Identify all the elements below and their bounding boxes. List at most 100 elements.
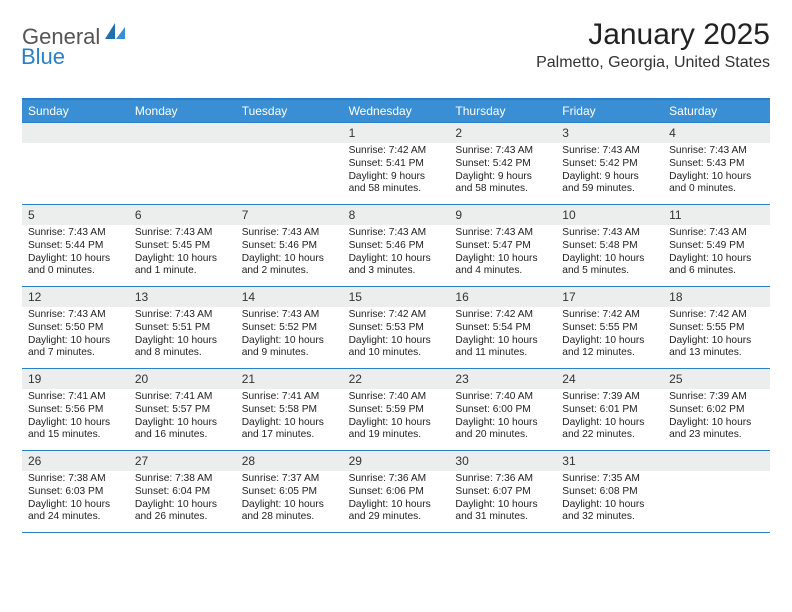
daylight-text: Daylight: 9 hours and 58 minutes. — [455, 171, 550, 197]
sunset-text: Sunset: 6:04 PM — [135, 486, 230, 499]
day-details — [663, 471, 770, 532]
sunset-text: Sunset: 6:01 PM — [562, 404, 657, 417]
sunset-text: Sunset: 5:55 PM — [562, 322, 657, 335]
sunrise-text: Sunrise: 7:43 AM — [242, 309, 337, 322]
day-number: 19 — [22, 369, 129, 389]
day-details: Sunrise: 7:37 AMSunset: 6:05 PMDaylight:… — [236, 471, 343, 532]
sunrise-text: Sunrise: 7:41 AM — [242, 391, 337, 404]
day-number: 31 — [556, 451, 663, 471]
daylight-text: Daylight: 10 hours and 10 minutes. — [349, 335, 444, 361]
day-details: Sunrise: 7:43 AMSunset: 5:46 PMDaylight:… — [236, 225, 343, 286]
week-daynum-row: 262728293031 — [22, 450, 770, 471]
day-number: 16 — [449, 287, 556, 307]
logo-text-blue: Blue — [21, 44, 65, 69]
day-number: 1 — [343, 123, 450, 143]
sunrise-text: Sunrise: 7:43 AM — [669, 145, 764, 158]
day-details: Sunrise: 7:36 AMSunset: 6:07 PMDaylight:… — [449, 471, 556, 532]
daylight-text: Daylight: 10 hours and 24 minutes. — [28, 499, 123, 525]
sunset-text: Sunset: 5:44 PM — [28, 240, 123, 253]
day-number: 22 — [343, 369, 450, 389]
day-details: Sunrise: 7:43 AMSunset: 5:43 PMDaylight:… — [663, 143, 770, 204]
day-details: Sunrise: 7:41 AMSunset: 5:57 PMDaylight:… — [129, 389, 236, 450]
day-number — [663, 451, 770, 471]
week-details-row: Sunrise: 7:42 AMSunset: 5:41 PMDaylight:… — [22, 143, 770, 204]
day-number: 24 — [556, 369, 663, 389]
daylight-text: Daylight: 10 hours and 8 minutes. — [135, 335, 230, 361]
week-details-row: Sunrise: 7:38 AMSunset: 6:03 PMDaylight:… — [22, 471, 770, 533]
day-number: 5 — [22, 205, 129, 225]
day-header-sat: Saturday — [663, 100, 770, 122]
day-header-wed: Wednesday — [343, 100, 450, 122]
daylight-text: Daylight: 10 hours and 5 minutes. — [562, 253, 657, 279]
header: General January 2025 Palmetto, Georgia, … — [22, 18, 770, 72]
sunrise-text: Sunrise: 7:43 AM — [28, 227, 123, 240]
day-details: Sunrise: 7:43 AMSunset: 5:46 PMDaylight:… — [343, 225, 450, 286]
sunset-text: Sunset: 5:52 PM — [242, 322, 337, 335]
sunrise-text: Sunrise: 7:37 AM — [242, 473, 337, 486]
week-daynum-row: 567891011 — [22, 204, 770, 225]
daylight-text: Daylight: 10 hours and 12 minutes. — [562, 335, 657, 361]
sunset-text: Sunset: 6:02 PM — [669, 404, 764, 417]
sunset-text: Sunset: 6:00 PM — [455, 404, 550, 417]
day-details: Sunrise: 7:42 AMSunset: 5:53 PMDaylight:… — [343, 307, 450, 368]
day-number — [236, 123, 343, 143]
day-number: 20 — [129, 369, 236, 389]
daylight-text: Daylight: 10 hours and 29 minutes. — [349, 499, 444, 525]
sunrise-text: Sunrise: 7:42 AM — [349, 309, 444, 322]
sunrise-text: Sunrise: 7:43 AM — [135, 227, 230, 240]
day-number: 30 — [449, 451, 556, 471]
daylight-text: Daylight: 10 hours and 31 minutes. — [455, 499, 550, 525]
day-number: 11 — [663, 205, 770, 225]
title-block: January 2025 Palmetto, Georgia, United S… — [536, 18, 770, 72]
sunset-text: Sunset: 5:46 PM — [349, 240, 444, 253]
day-number: 6 — [129, 205, 236, 225]
day-details: Sunrise: 7:36 AMSunset: 6:06 PMDaylight:… — [343, 471, 450, 532]
daylight-text: Daylight: 10 hours and 6 minutes. — [669, 253, 764, 279]
sunset-text: Sunset: 5:57 PM — [135, 404, 230, 417]
day-header-fri: Friday — [556, 100, 663, 122]
day-number — [129, 123, 236, 143]
day-details — [22, 143, 129, 204]
sunset-text: Sunset: 6:03 PM — [28, 486, 123, 499]
day-details: Sunrise: 7:39 AMSunset: 6:01 PMDaylight:… — [556, 389, 663, 450]
day-details: Sunrise: 7:42 AMSunset: 5:54 PMDaylight:… — [449, 307, 556, 368]
day-number: 29 — [343, 451, 450, 471]
day-details: Sunrise: 7:42 AMSunset: 5:55 PMDaylight:… — [556, 307, 663, 368]
month-title: January 2025 — [536, 18, 770, 52]
sunrise-text: Sunrise: 7:42 AM — [349, 145, 444, 158]
sunrise-text: Sunrise: 7:40 AM — [349, 391, 444, 404]
sunrise-text: Sunrise: 7:42 AM — [562, 309, 657, 322]
day-number: 18 — [663, 287, 770, 307]
day-number: 28 — [236, 451, 343, 471]
daylight-text: Daylight: 10 hours and 2 minutes. — [242, 253, 337, 279]
daylight-text: Daylight: 10 hours and 4 minutes. — [455, 253, 550, 279]
sunset-text: Sunset: 6:08 PM — [562, 486, 657, 499]
week-details-row: Sunrise: 7:43 AMSunset: 5:50 PMDaylight:… — [22, 307, 770, 368]
daylight-text: Daylight: 10 hours and 3 minutes. — [349, 253, 444, 279]
day-details: Sunrise: 7:39 AMSunset: 6:02 PMDaylight:… — [663, 389, 770, 450]
sunrise-text: Sunrise: 7:39 AM — [562, 391, 657, 404]
day-number: 7 — [236, 205, 343, 225]
daylight-text: Daylight: 10 hours and 28 minutes. — [242, 499, 337, 525]
daylight-text: Daylight: 10 hours and 26 minutes. — [135, 499, 230, 525]
sunrise-text: Sunrise: 7:43 AM — [562, 227, 657, 240]
daylight-text: Daylight: 10 hours and 11 minutes. — [455, 335, 550, 361]
sunset-text: Sunset: 5:47 PM — [455, 240, 550, 253]
sunrise-text: Sunrise: 7:43 AM — [455, 227, 550, 240]
day-number: 23 — [449, 369, 556, 389]
sunset-text: Sunset: 5:51 PM — [135, 322, 230, 335]
sunrise-text: Sunrise: 7:43 AM — [242, 227, 337, 240]
sunset-text: Sunset: 5:54 PM — [455, 322, 550, 335]
day-details: Sunrise: 7:43 AMSunset: 5:51 PMDaylight:… — [129, 307, 236, 368]
week-details-row: Sunrise: 7:43 AMSunset: 5:44 PMDaylight:… — [22, 225, 770, 286]
sunset-text: Sunset: 5:49 PM — [669, 240, 764, 253]
daylight-text: Daylight: 10 hours and 19 minutes. — [349, 417, 444, 443]
sunset-text: Sunset: 5:55 PM — [669, 322, 764, 335]
sunset-text: Sunset: 6:07 PM — [455, 486, 550, 499]
day-details: Sunrise: 7:38 AMSunset: 6:03 PMDaylight:… — [22, 471, 129, 532]
sunrise-text: Sunrise: 7:39 AM — [669, 391, 764, 404]
day-details: Sunrise: 7:40 AMSunset: 5:59 PMDaylight:… — [343, 389, 450, 450]
sunset-text: Sunset: 5:46 PM — [242, 240, 337, 253]
sunrise-text: Sunrise: 7:38 AM — [135, 473, 230, 486]
sunrise-text: Sunrise: 7:36 AM — [455, 473, 550, 486]
